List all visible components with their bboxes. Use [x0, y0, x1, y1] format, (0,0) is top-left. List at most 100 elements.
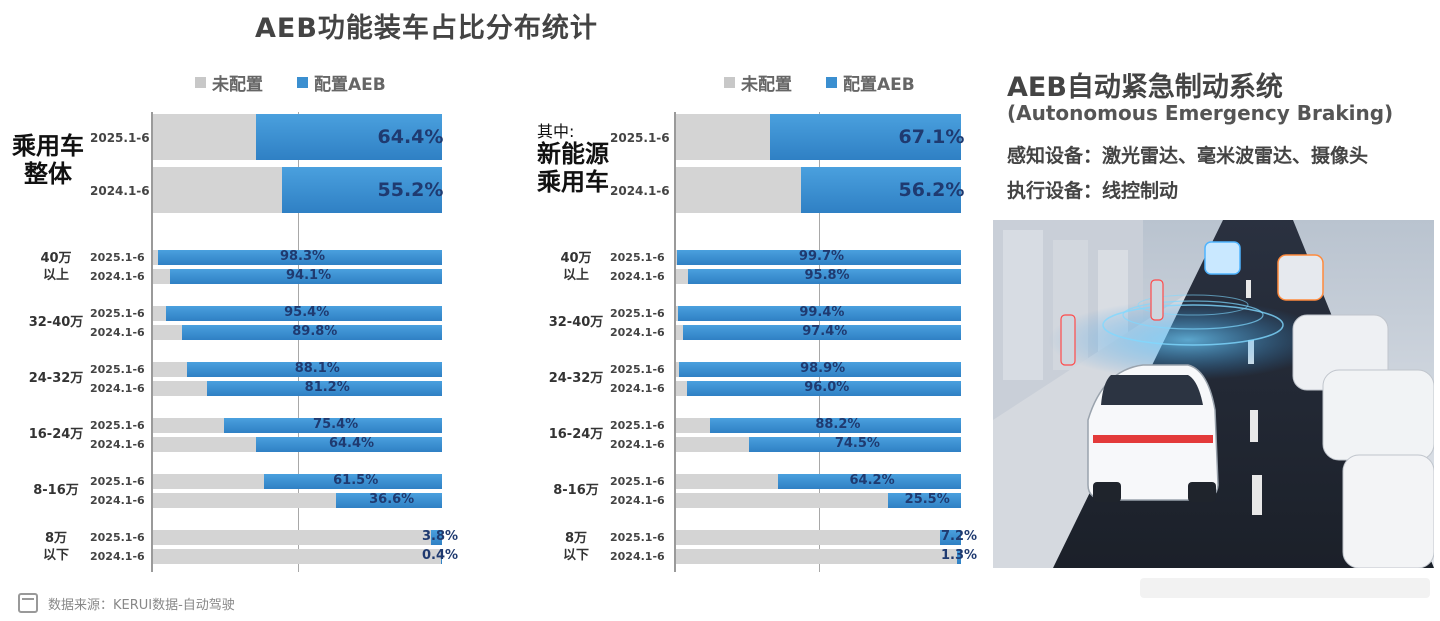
bar-value-label: 7.2% — [941, 529, 978, 544]
price-group-label: 32-40万 — [548, 314, 604, 331]
bar-configured — [888, 493, 961, 508]
price-group-label: 16-24万 — [548, 426, 604, 443]
bar-value-label: 3.8% — [422, 529, 459, 544]
price-group-label-line1: 8万 — [44, 531, 68, 546]
period-label: 2024.1-6 — [90, 438, 145, 451]
price-group-label-line2: 以下 — [42, 548, 69, 563]
period-label: 2024.1-6 — [90, 382, 145, 395]
bar-value-label: 1.3% — [941, 548, 978, 563]
bar-value-label: 95.8% — [804, 268, 850, 283]
price-group-label-line2: 以上 — [42, 268, 69, 283]
legend-item-unconfigured: 未配置 — [724, 70, 792, 95]
price-group-label: 24-32万 — [548, 370, 604, 387]
period-label: 2025.1-6 — [610, 531, 665, 544]
price-group-label-line2: 以上 — [562, 268, 589, 283]
bar-value-label: 99.4% — [799, 305, 845, 320]
bar-unconfigured — [676, 549, 961, 564]
period-label: 2025.1-6 — [610, 419, 665, 432]
bar-value-label: 75.4% — [313, 417, 359, 432]
left-side-label: 乘用车 整体 — [8, 132, 88, 188]
bar-configured — [182, 325, 442, 340]
period-label: 2025.1-6 — [610, 251, 665, 264]
bar-value-label: 96.0% — [804, 380, 850, 395]
legend-swatch-blue — [826, 77, 837, 88]
price-group-label-line1: 32-40万 — [548, 315, 604, 330]
bar-configured — [957, 549, 961, 564]
period-label: 2025.1-6 — [610, 131, 670, 145]
legend-item-configured: 配置AEB — [297, 70, 386, 95]
legend-right: 未配置 配置AEB — [724, 70, 915, 95]
bar-value-label: 94.1% — [286, 268, 332, 283]
bar-value-label: 56.2% — [898, 179, 965, 201]
legend-swatch-grey — [195, 77, 206, 88]
bar-value-label: 25.5% — [904, 492, 950, 507]
period-label: 2024.1-6 — [610, 438, 665, 451]
bar-configured — [687, 269, 961, 284]
left-side-label-line1: 乘用车 — [12, 132, 84, 160]
price-group-label: 8万以下 — [28, 530, 84, 564]
period-label: 2024.1-6 — [610, 550, 665, 563]
scene-svg — [993, 220, 1434, 568]
period-label: 2024.1-6 — [90, 326, 145, 339]
bar-value-label: 64.2% — [849, 473, 895, 488]
bar-configured — [255, 114, 442, 160]
price-group-label-line1: 8-16万 — [553, 483, 599, 498]
bar-value-label: 98.9% — [800, 361, 846, 376]
price-group-label: 40万 以上 — [28, 250, 84, 284]
legend-item-configured: 配置AEB — [826, 70, 915, 95]
info-line-sensors: 感知设备：激光雷达、毫米波雷达、摄像头 — [1007, 145, 1369, 167]
bar-configured — [187, 362, 442, 377]
bar-configured — [207, 381, 442, 396]
period-label: 2025.1-6 — [610, 307, 665, 320]
bar-configured — [683, 325, 961, 340]
price-group-label: 16-24万 — [28, 426, 84, 443]
bar-configured — [224, 418, 442, 433]
period-label: 2024.1-6 — [610, 326, 665, 339]
legend-left: 未配置 配置AEB — [195, 70, 386, 95]
axis-line — [151, 112, 153, 572]
bar-configured — [748, 437, 961, 452]
info-line-actuator: 执行设备：线控制动 — [1007, 180, 1179, 202]
price-group-label-line1: 16-24万 — [28, 427, 84, 442]
price-group-label: 8-16万 — [28, 482, 84, 499]
legend-label-configured: 配置AEB — [843, 75, 915, 95]
bar-configured — [282, 167, 442, 213]
bar-value-label: 74.5% — [834, 436, 880, 451]
bar-configured — [800, 167, 961, 213]
period-label: 2024.1-6 — [610, 382, 665, 395]
period-label: 2024.1-6 — [90, 270, 145, 283]
legend-label-unconfigured: 未配置 — [212, 75, 263, 95]
source-note: 数据来源：KERUI数据-自动驾驶 — [18, 593, 235, 613]
right-side-label: 新能源 乘用车 — [537, 140, 609, 196]
legend-label-configured: 配置AEB — [314, 75, 386, 95]
price-group-label: 8万以下 — [548, 530, 604, 564]
bar-unconfigured — [153, 530, 442, 545]
price-group-label-line2: 以下 — [562, 548, 589, 563]
bar-configured — [336, 493, 442, 508]
axis-line — [674, 112, 676, 572]
source-text: 数据来源：KERUI数据-自动驾驶 — [48, 597, 235, 613]
car-radar-illustration — [993, 220, 1434, 568]
period-label: 2025.1-6 — [90, 363, 145, 376]
left-side-label-line2: 整体 — [24, 160, 72, 188]
bar-configured — [166, 306, 442, 321]
bar-value-label: 61.5% — [333, 473, 379, 488]
bar-configured — [940, 530, 961, 545]
price-group-label: 24-32万 — [28, 370, 84, 387]
price-group-label-line1: 24-32万 — [548, 371, 604, 386]
bar-value-label: 81.2% — [304, 380, 350, 395]
period-label: 2025.1-6 — [610, 475, 665, 488]
price-group-label-line1: 8万 — [564, 531, 588, 546]
bar-value-label: 36.6% — [369, 492, 415, 507]
bar-value-label: 67.1% — [898, 126, 965, 148]
price-group-label-line1: 32-40万 — [28, 315, 84, 330]
price-group-label-line1: 16-24万 — [548, 427, 604, 442]
price-group-label: 40万以上 — [548, 250, 604, 284]
price-group-label-line1: 40万 — [560, 251, 592, 266]
price-group-label-line1: 8-16万 — [33, 483, 79, 498]
period-label: 2025.1-6 — [90, 419, 145, 432]
calendar-icon — [18, 593, 38, 613]
bar-value-label: 0.4% — [422, 548, 459, 563]
bar-configured — [440, 549, 442, 564]
bar-value-label: 88.1% — [294, 361, 340, 376]
